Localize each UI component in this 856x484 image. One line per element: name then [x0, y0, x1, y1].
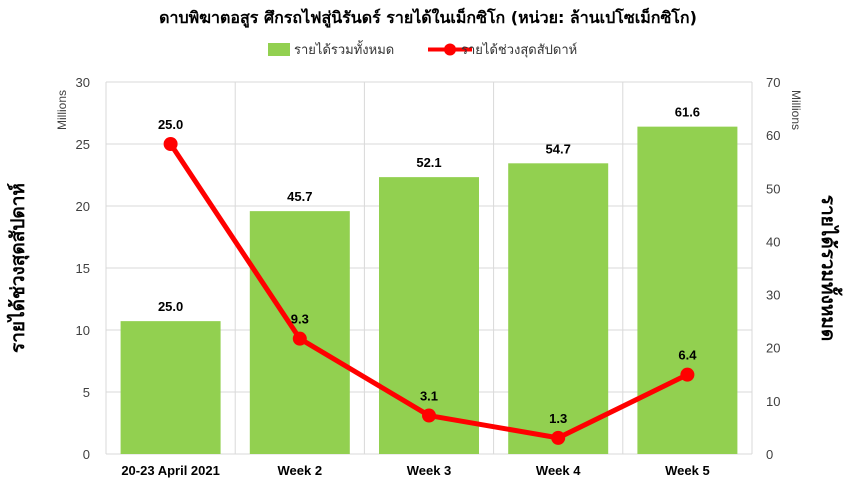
bar-data-label: 25.0 [158, 299, 183, 314]
line-point [163, 137, 178, 151]
right-tick-label: 70 [766, 75, 780, 90]
line-series [163, 137, 695, 445]
category-label: 20-23 April 2021 [121, 463, 220, 478]
left-tick-label: 10 [76, 323, 90, 338]
line-point [292, 331, 307, 346]
category-label: Week 5 [665, 463, 710, 478]
right-axis-units: Millions [789, 90, 803, 130]
chart-title: ดาบพิฆาตอสูร ศึกรถไฟสู่นิรันดร์ รายได้ใน… [159, 6, 697, 29]
left-tick-label: 15 [76, 261, 90, 276]
line-data-label: 6.4 [678, 348, 697, 363]
legend-swatch-bar [268, 43, 290, 56]
line-data-label: 1.3 [549, 411, 567, 426]
right-tick-label: 60 [766, 128, 780, 143]
legend-label-bar: รายได้รวมทั้งหมด [294, 40, 394, 58]
left-tick-label: 25 [76, 137, 90, 152]
left-tick-label: 30 [76, 75, 90, 90]
right-axis-title: รายได้รวมทั้งหมด [817, 195, 843, 342]
line-point [551, 430, 566, 445]
bar [508, 163, 609, 454]
bar-data-label: 54.7 [546, 141, 571, 156]
data-labels: 25.0 45.7 52.1 54.7 61.6 25.0 9.3 3.1 1.3 6.4 [158, 105, 700, 426]
right-tick-label: 40 [766, 234, 780, 249]
line-data-label: 25.0 [158, 117, 183, 132]
line-data-label: 9.3 [291, 312, 309, 327]
line-point [680, 367, 695, 382]
left-axis-title: รายได้ช่วงสุดสัปดาห์ [6, 183, 30, 353]
legend: รายได้รวมทั้งหมด รายได้ช่วงสุดสัปดาห์ [268, 40, 577, 58]
left-tick-label: 20 [76, 199, 90, 214]
legend-marker-line [444, 43, 456, 56]
right-tick-label: 10 [766, 394, 780, 409]
bar-data-label: 52.1 [416, 155, 441, 170]
bar [637, 126, 738, 454]
bar [379, 177, 479, 454]
axis-ticks: 0 5 10 15 20 25 30 0 10 20 30 40 50 60 70 20-23 April 2… [76, 75, 781, 478]
bar-series [120, 126, 738, 454]
category-label: Week 3 [407, 463, 452, 478]
right-tick-label: 30 [766, 288, 780, 303]
line-point [422, 408, 436, 423]
category-label: Week 2 [278, 463, 323, 478]
right-tick-label: 20 [766, 341, 780, 356]
bar-data-label: 61.6 [675, 105, 700, 120]
line-data-label: 3.1 [420, 389, 438, 404]
category-label: Week 4 [536, 463, 581, 478]
right-tick-label: 0 [766, 447, 773, 462]
left-tick-label: 5 [83, 385, 90, 400]
bar [120, 321, 221, 454]
left-tick-label: 0 [83, 447, 90, 462]
right-tick-label: 50 [766, 181, 780, 196]
legend-label-line: รายได้ช่วงสุดสัปดาห์ [461, 42, 577, 58]
left-axis-units: Millions [55, 90, 69, 130]
bar-data-label: 45.7 [287, 189, 312, 204]
